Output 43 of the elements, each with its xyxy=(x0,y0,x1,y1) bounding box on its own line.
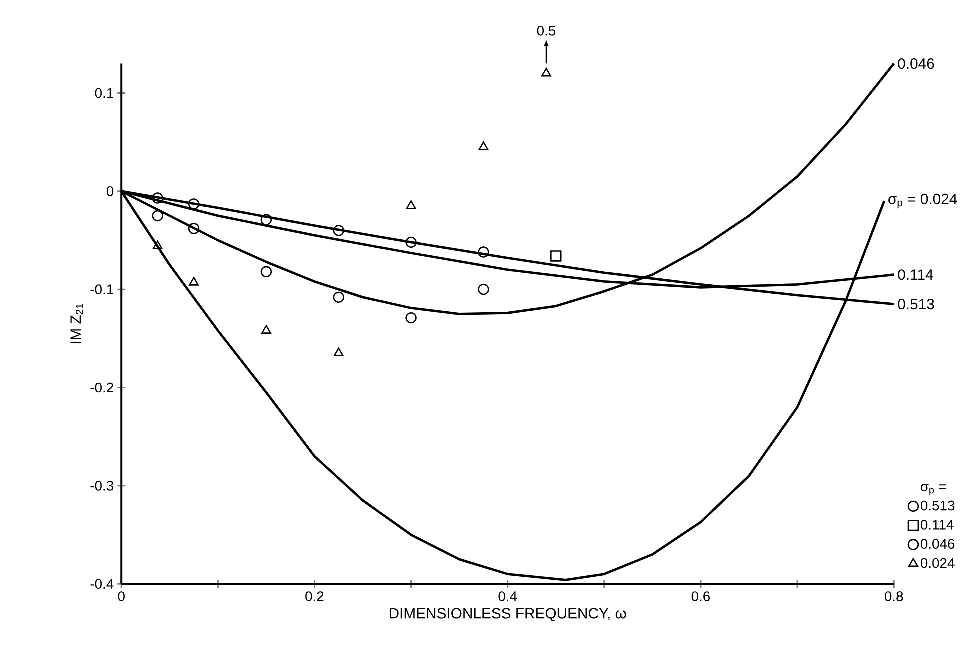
point xyxy=(478,142,489,150)
point xyxy=(333,292,344,304)
legend-label: 0.024 xyxy=(920,558,955,568)
y-tick-label: 0 xyxy=(106,186,114,196)
point xyxy=(260,214,272,226)
point xyxy=(406,236,417,248)
point xyxy=(334,348,344,357)
point xyxy=(188,198,200,210)
y-tick-label: 0.1 xyxy=(95,88,114,98)
series-label: 0.114 xyxy=(898,270,934,280)
point xyxy=(188,223,200,234)
point xyxy=(262,325,272,334)
x-tick-label: 0.2 xyxy=(306,592,324,602)
y-tick-label: -0.2 xyxy=(90,382,114,393)
legend-label: 0.046 xyxy=(920,539,955,550)
point xyxy=(478,246,490,258)
legend-label: 0.513 xyxy=(920,500,955,511)
legend-label: 0.114 xyxy=(920,520,954,530)
point xyxy=(478,284,490,296)
point xyxy=(550,250,562,262)
legend-title: σ$_{p}$ = xyxy=(921,484,946,496)
point xyxy=(406,312,417,324)
y-tick-label: -0.4 xyxy=(90,579,114,590)
x-tick-label: 0.6 xyxy=(692,592,710,602)
x-tick-label: 0 xyxy=(118,592,125,602)
series-label: 0.513 xyxy=(898,299,934,310)
point xyxy=(333,225,344,236)
x-axis-title: DIMENSIONLESS FREQUENCY, ω xyxy=(390,608,626,622)
y-tick-label: -0.3 xyxy=(90,481,114,491)
point xyxy=(406,200,416,210)
x-tick-label: 0.4 xyxy=(498,592,518,602)
series-label: 0.046 xyxy=(898,58,934,70)
point xyxy=(152,192,164,204)
point xyxy=(152,210,164,222)
point xyxy=(260,266,272,278)
point xyxy=(542,68,552,77)
x-tick-label: 0.8 xyxy=(884,592,904,602)
y-axis-title: IM Z$_{21}$ xyxy=(70,304,84,344)
point xyxy=(152,240,163,250)
series-label: σ$_{p}$ = 0.024 xyxy=(888,194,958,209)
point xyxy=(189,277,199,286)
y-tick-label: -0.1 xyxy=(90,284,114,295)
annotation: 0.5 xyxy=(537,26,556,36)
